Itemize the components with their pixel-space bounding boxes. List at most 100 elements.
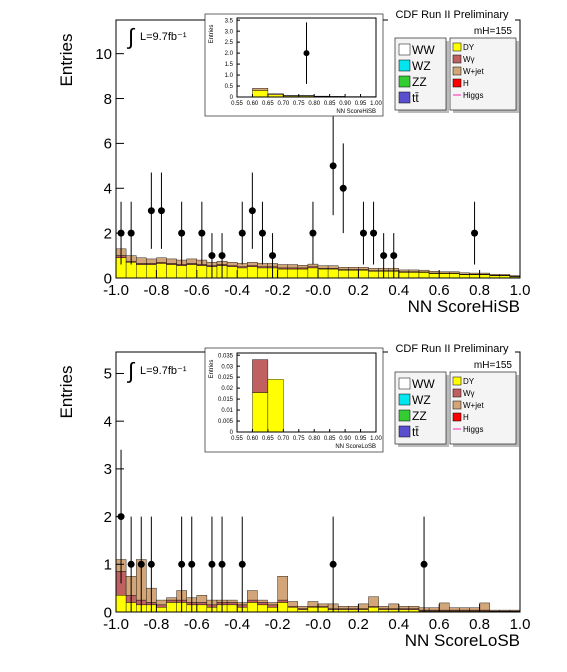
y-tick-label: 0.015 bbox=[218, 397, 234, 403]
data-point bbox=[178, 230, 185, 237]
data-point bbox=[370, 230, 377, 237]
y-tick-label: 0 bbox=[104, 604, 112, 621]
y-tick-label: 6 bbox=[104, 136, 112, 153]
data-point bbox=[340, 185, 347, 192]
histogram-segment bbox=[156, 607, 166, 612]
histogram-segment bbox=[247, 591, 257, 601]
data-point bbox=[118, 230, 125, 237]
histogram-segment bbox=[252, 88, 267, 90]
histogram-segment bbox=[167, 602, 177, 612]
legend-label: W+jet bbox=[463, 401, 484, 410]
y-tick-label: 2 bbox=[104, 225, 112, 242]
data-point bbox=[304, 50, 310, 56]
legend-label: H bbox=[463, 413, 469, 422]
legend-label: DY bbox=[463, 377, 475, 386]
legend-label: WZ bbox=[412, 393, 431, 407]
histogram-segment bbox=[197, 602, 207, 604]
histogram-segment bbox=[156, 263, 166, 278]
legend-swatch bbox=[453, 377, 461, 385]
histogram-segment bbox=[308, 602, 318, 607]
legend-label: tt̄ bbox=[412, 91, 419, 105]
legend-swatch bbox=[453, 43, 461, 51]
histogram-segment bbox=[449, 272, 459, 273]
histogram-segment bbox=[348, 606, 358, 608]
histogram-segment bbox=[278, 600, 288, 602]
histogram-segment bbox=[348, 267, 358, 269]
data-point bbox=[219, 561, 226, 568]
histogram-segment bbox=[369, 607, 379, 612]
x-tick-label: -0.2 bbox=[265, 282, 291, 299]
x-tick-label: -0.0 bbox=[305, 616, 331, 633]
histogram-segment bbox=[116, 595, 126, 612]
x-tick-label: -0.8 bbox=[143, 616, 169, 633]
histogram-segment bbox=[197, 266, 207, 278]
legend-label: Wγ bbox=[463, 55, 475, 64]
legend-swatch bbox=[399, 378, 410, 389]
header: CDF Run II Preliminary bbox=[395, 343, 509, 355]
y-tick-label: 0.02 bbox=[221, 386, 233, 392]
histogram-segment bbox=[278, 265, 288, 268]
y-tick-label: 4 bbox=[104, 413, 112, 430]
y-axis-label: Entries bbox=[57, 366, 76, 419]
histogram-segment bbox=[348, 270, 358, 278]
legend-label: DY bbox=[463, 43, 475, 52]
histogram-segment bbox=[268, 379, 283, 432]
histogram-segment bbox=[409, 270, 419, 272]
data-point bbox=[471, 230, 478, 237]
y-tick-label: 2.0 bbox=[225, 51, 234, 57]
legend-swatch bbox=[453, 401, 461, 409]
histogram-segment bbox=[510, 610, 520, 611]
data-point bbox=[148, 207, 155, 214]
histogram-segment bbox=[187, 265, 197, 278]
histogram-segment bbox=[197, 595, 207, 602]
histogram-segment bbox=[510, 276, 520, 277]
legend-label: Higgs bbox=[463, 425, 483, 434]
histogram-segment bbox=[459, 608, 469, 610]
x-tick-label: 0.75 bbox=[293, 436, 305, 442]
legend-label: Higgs bbox=[463, 91, 483, 100]
histogram-segment bbox=[257, 605, 267, 612]
histogram-segment bbox=[338, 267, 348, 269]
histogram-segment bbox=[358, 267, 368, 269]
legend-label: WZ bbox=[412, 59, 431, 73]
y-tick-label: 2.5 bbox=[225, 40, 234, 46]
histogram-segment bbox=[197, 605, 207, 612]
legend-label: tt̄ bbox=[412, 425, 419, 439]
data-point bbox=[219, 252, 226, 259]
luminosity: L=9.7fb⁻¹ bbox=[140, 365, 187, 377]
x-tick-label: 0.65 bbox=[262, 101, 274, 107]
data-point bbox=[390, 252, 397, 259]
y-tick-label: 10 bbox=[95, 46, 112, 63]
luminosity: L=9.7fb⁻¹ bbox=[140, 31, 187, 43]
histogram-segment bbox=[288, 269, 298, 278]
y-axis-label: Entries bbox=[57, 34, 76, 87]
histogram-segment bbox=[318, 604, 328, 606]
legend-label: W+jet bbox=[463, 67, 484, 76]
y-tick-label: 3.0 bbox=[225, 29, 234, 35]
histogram-segment bbox=[399, 272, 409, 278]
y-tick-label: 0.035 bbox=[218, 353, 234, 359]
histogram-segment bbox=[227, 267, 237, 278]
histogram-segment bbox=[470, 273, 480, 274]
histogram-segment bbox=[358, 270, 368, 278]
y-tick-label: 0 bbox=[104, 270, 112, 287]
legend-swatch bbox=[399, 410, 410, 421]
data-point bbox=[330, 561, 337, 568]
histogram-segment bbox=[177, 266, 187, 278]
histogram-segment bbox=[369, 268, 379, 270]
histogram-segment bbox=[257, 602, 267, 604]
histogram-segment bbox=[268, 602, 278, 604]
y-tick-label: 1.0 bbox=[225, 73, 234, 79]
histogram-segment bbox=[490, 274, 500, 275]
x-tick-label: 0.70 bbox=[277, 436, 289, 442]
histogram-segment bbox=[156, 605, 166, 607]
histogram-segment bbox=[288, 602, 298, 607]
histogram-segment bbox=[429, 271, 439, 273]
x-tick-label: -0.6 bbox=[184, 282, 210, 299]
histogram-segment bbox=[419, 270, 429, 272]
histogram-segment bbox=[227, 602, 237, 604]
histogram-segment bbox=[439, 603, 449, 610]
y-tick-label: 3 bbox=[104, 461, 112, 478]
histogram-segment bbox=[268, 605, 278, 607]
data-point bbox=[259, 230, 266, 237]
